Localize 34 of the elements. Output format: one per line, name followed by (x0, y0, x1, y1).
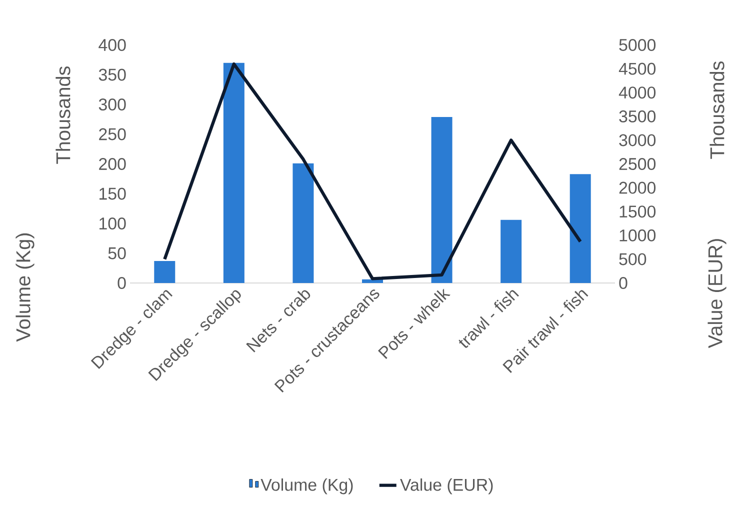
y2-tick-label: 3500 (619, 110, 656, 122)
text: Thousands (710, 61, 724, 159)
y2-tick-label: 5000 (619, 39, 656, 51)
y2-tick-label: 2000 (619, 182, 656, 194)
bar (223, 62, 244, 283)
y-tick-label: 150 (100, 188, 126, 200)
bar (154, 260, 176, 283)
y2-tick-label: 3000 (619, 134, 656, 146)
y-tick-label: 350 (98, 68, 126, 81)
y2-tick-label: 0 (619, 277, 628, 289)
y2-tick-label: 4000 (618, 86, 656, 99)
text: Thousands (56, 66, 70, 164)
y2-tick-label: 1000 (620, 229, 656, 242)
y-tick-label: 50 (108, 247, 126, 260)
y-tick-label: 250 (99, 128, 126, 140)
y-tick-label: 300 (98, 98, 126, 110)
y2-tick-label: 2500 (619, 158, 656, 170)
y-tick-label: 400 (98, 39, 126, 51)
y-tick-label: 0 (118, 277, 126, 289)
bar (431, 116, 452, 283)
bar (362, 279, 384, 283)
bar (500, 220, 522, 283)
bar (292, 163, 314, 283)
bar (570, 174, 591, 283)
line-series (163, 62, 582, 280)
y-tick-label: 100 (100, 218, 126, 230)
y-tick-label: 200 (99, 158, 126, 170)
y2-tick-label: 4500 (618, 62, 656, 75)
y2-tick-label: 1500 (620, 206, 656, 218)
legend-label: Volume (Kg) (260, 478, 353, 494)
y2-axis-title: Value (EUR) (708, 239, 726, 348)
y-axis-title: Volume (Kg) (16, 233, 34, 342)
legend-label: Value (EUR) (400, 478, 493, 494)
y2-tick-label: 500 (619, 253, 646, 266)
